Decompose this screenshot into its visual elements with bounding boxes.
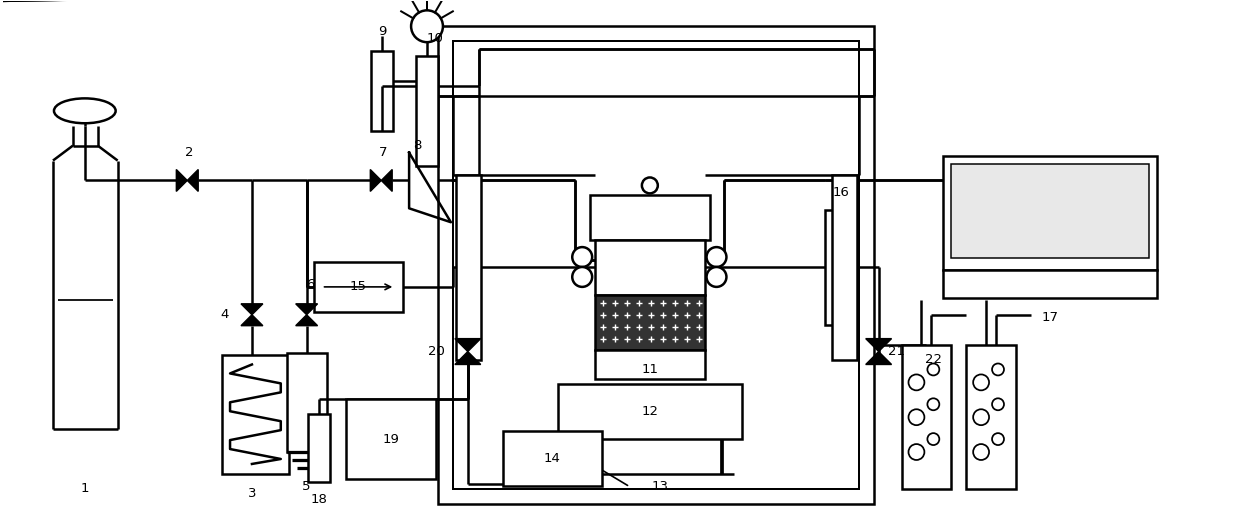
Circle shape (928, 363, 940, 376)
Text: 19: 19 (383, 433, 399, 446)
Polygon shape (371, 170, 381, 192)
Circle shape (973, 444, 990, 460)
Text: 4: 4 (219, 308, 228, 321)
Circle shape (928, 398, 940, 410)
Circle shape (707, 267, 727, 287)
Bar (944, 155, 1157, 270)
Polygon shape (866, 352, 892, 364)
Ellipse shape (55, 98, 115, 123)
Bar (558, 385, 743, 439)
Circle shape (909, 444, 924, 460)
Text: 21: 21 (888, 345, 905, 358)
Bar (308, 414, 330, 482)
Text: 11: 11 (641, 363, 658, 376)
Polygon shape (381, 170, 392, 192)
Text: 15: 15 (350, 280, 367, 293)
Polygon shape (187, 170, 198, 192)
Text: 6: 6 (306, 278, 315, 292)
Text: 9: 9 (378, 24, 387, 38)
Text: 10: 10 (427, 32, 444, 45)
Bar (314, 262, 403, 312)
Text: 12: 12 (641, 405, 658, 418)
Circle shape (642, 178, 657, 193)
Text: 2: 2 (185, 146, 193, 159)
Text: 5: 5 (303, 480, 311, 493)
Text: 8: 8 (413, 139, 422, 152)
Bar (595, 295, 704, 350)
Bar (502, 431, 603, 486)
Polygon shape (176, 170, 187, 192)
Circle shape (992, 363, 1004, 376)
Polygon shape (295, 304, 317, 315)
Bar (456, 176, 481, 360)
Bar (595, 350, 704, 379)
Polygon shape (295, 315, 317, 326)
Bar (286, 353, 326, 452)
Text: 22: 22 (925, 353, 942, 366)
Bar (944, 270, 1157, 298)
Bar (966, 345, 1016, 489)
Polygon shape (455, 352, 481, 364)
Bar (371, 51, 393, 131)
Bar (951, 163, 1149, 258)
Text: 16: 16 (832, 186, 849, 199)
Text: 18: 18 (310, 493, 327, 506)
Circle shape (707, 247, 727, 267)
Circle shape (572, 247, 593, 267)
Bar (346, 400, 436, 479)
Text: 3: 3 (248, 487, 257, 500)
Circle shape (909, 375, 924, 390)
Circle shape (992, 433, 1004, 445)
Circle shape (973, 409, 990, 425)
Bar (438, 26, 874, 504)
Text: 17: 17 (1042, 311, 1059, 324)
Text: 7: 7 (379, 146, 387, 159)
Bar (417, 56, 438, 165)
Circle shape (572, 267, 593, 287)
Polygon shape (241, 304, 263, 315)
Bar (901, 345, 951, 489)
Text: 20: 20 (428, 345, 444, 358)
Polygon shape (241, 315, 263, 326)
Bar (595, 240, 704, 295)
Bar (832, 176, 857, 360)
Circle shape (992, 398, 1004, 410)
Text: 1: 1 (81, 483, 89, 495)
Bar (590, 195, 709, 240)
Circle shape (973, 375, 990, 390)
Bar (825, 210, 857, 325)
Bar (222, 354, 289, 474)
Bar (453, 41, 859, 489)
Polygon shape (455, 339, 481, 352)
Polygon shape (866, 339, 892, 352)
Text: 14: 14 (544, 452, 560, 465)
Circle shape (928, 433, 940, 445)
Circle shape (909, 409, 924, 425)
Circle shape (412, 10, 443, 42)
Text: 13: 13 (651, 480, 668, 493)
